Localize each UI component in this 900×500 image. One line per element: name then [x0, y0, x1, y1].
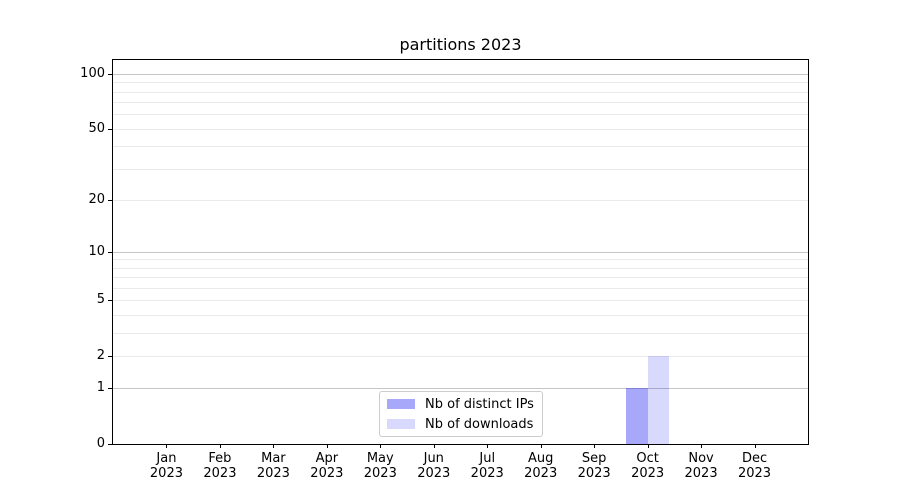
x-tick: [380, 444, 382, 448]
chart-title: partitions 2023: [399, 35, 522, 54]
legend: Nb of distinct IPs Nb of downloads: [379, 391, 543, 437]
gridline-minor: [113, 259, 808, 261]
y-tick: [108, 355, 112, 357]
x-tick-label: Nov 2023: [684, 451, 718, 481]
x-tick-label: Jun 2023: [417, 451, 451, 481]
gridline-minor: [113, 314, 808, 316]
gridline-minor: [113, 102, 808, 104]
x-tick: [273, 444, 275, 448]
y-tick-label: 10: [88, 243, 105, 259]
y-tick: [108, 300, 112, 302]
gridline-minor: [113, 355, 808, 357]
plot-area: [112, 59, 809, 445]
gridline-minor: [113, 91, 808, 93]
legend-item-distinct-ips: Nb of distinct IPs: [387, 397, 534, 412]
x-tick-label: Sep 2023: [577, 451, 611, 481]
x-tick-label: Apr 2023: [310, 451, 344, 481]
gridline-major: [113, 251, 808, 253]
y-tick: [108, 388, 112, 390]
y-tick: [108, 73, 112, 75]
gridline-minor: [113, 114, 808, 116]
y-tick: [108, 444, 112, 445]
y-tick-label: 5: [96, 292, 105, 308]
legend-label-downloads: Nb of downloads: [425, 416, 534, 432]
x-tick: [166, 444, 168, 448]
x-tick-label: Jul 2023: [470, 451, 504, 481]
gridline-major: [113, 388, 808, 390]
legend-swatch-downloads: [387, 419, 415, 429]
y-tick-label: 0: [96, 436, 105, 451]
gridline-minor: [113, 146, 808, 148]
x-tick-label: Aug 2023: [524, 451, 558, 481]
y-tick: [108, 128, 112, 130]
gridline-minor: [113, 82, 808, 84]
x-tick: [219, 444, 221, 448]
x-tick-label: May 2023: [363, 451, 397, 481]
bar: [626, 388, 648, 444]
x-tick-label: Jan 2023: [149, 451, 183, 481]
y-tick-label: 1: [96, 380, 105, 396]
y-tick-label: 50: [88, 120, 105, 136]
legend-label-distinct-ips: Nb of distinct IPs: [425, 396, 534, 412]
gridline-minor: [113, 287, 808, 289]
gridline-minor: [113, 267, 808, 269]
y-tick-label: 20: [88, 191, 105, 207]
gridline-minor: [113, 300, 808, 302]
bar: [647, 355, 669, 444]
x-tick: [487, 444, 489, 448]
x-tick: [594, 444, 596, 448]
x-tick-label: Feb 2023: [203, 451, 237, 481]
legend-swatch-distinct-ips: [387, 399, 415, 409]
x-tick: [754, 444, 756, 448]
gridline-minor: [113, 168, 808, 170]
y-tick: [108, 251, 112, 253]
x-tick: [433, 444, 435, 448]
x-tick: [540, 444, 542, 448]
gridline-major: [113, 73, 808, 75]
x-tick: [701, 444, 703, 448]
x-tick: [326, 444, 328, 448]
x-tick: [647, 444, 649, 448]
legend-item-downloads: Nb of downloads: [387, 417, 534, 432]
y-tick-label: 2: [96, 347, 105, 363]
gridline-minor: [113, 199, 808, 201]
y-tick: [108, 199, 112, 201]
x-tick-label: Oct 2023: [631, 451, 665, 481]
gridline-minor: [113, 332, 808, 334]
gridline-minor: [113, 128, 808, 130]
y-tick-label: 100: [80, 65, 105, 81]
x-tick-label: Mar 2023: [256, 451, 290, 481]
x-tick-label: Dec 2023: [737, 451, 772, 481]
gridline-minor: [113, 277, 808, 279]
